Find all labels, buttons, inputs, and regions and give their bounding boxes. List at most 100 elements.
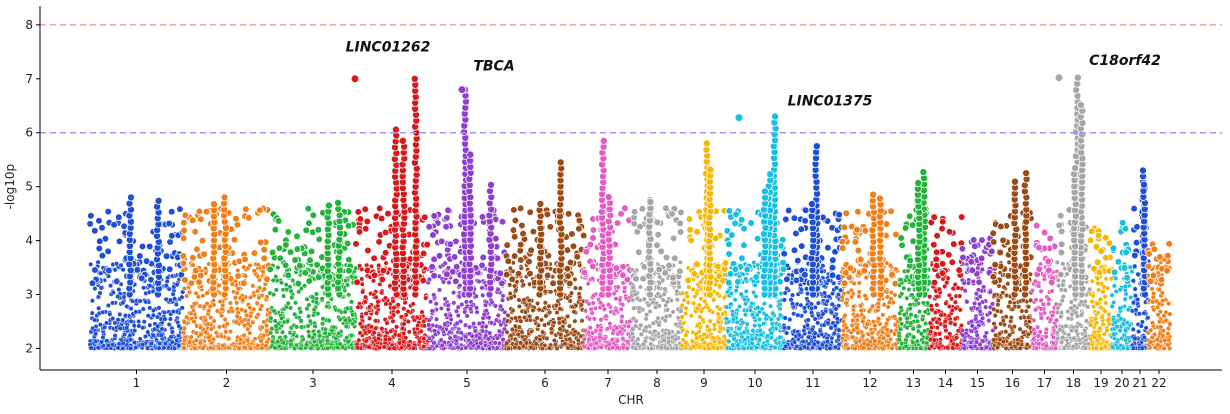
snp-point (92, 317, 98, 323)
snp-point (112, 320, 118, 326)
snp-point (88, 261, 94, 267)
snp-point (525, 257, 533, 266)
snp-point (367, 315, 373, 321)
snp-point (586, 240, 595, 249)
snp-point (777, 306, 783, 312)
snp-point (190, 307, 196, 313)
snp-point (131, 340, 138, 346)
snp-point (124, 303, 130, 309)
snp-point (758, 332, 764, 338)
snp-point (345, 339, 351, 345)
snp-point (173, 301, 179, 308)
snp-point (312, 323, 318, 329)
snp-point (140, 306, 146, 312)
snp-point (193, 245, 201, 254)
snp-point (278, 280, 284, 286)
snp-point (348, 299, 355, 305)
snp-point (577, 262, 583, 268)
snp-point (516, 204, 525, 213)
snp-point (383, 260, 389, 266)
snp-point (257, 285, 263, 291)
snp-point (373, 325, 379, 331)
snp-point (245, 326, 251, 332)
snp-point (494, 345, 500, 351)
snp-point (740, 271, 746, 277)
snp-point (453, 308, 460, 314)
snp-point (362, 294, 369, 300)
snp-point (646, 197, 655, 206)
snp-point (97, 322, 103, 328)
snp-point (680, 327, 686, 333)
snp-point (656, 303, 662, 309)
snp-point (500, 337, 506, 343)
snp-point (463, 299, 469, 305)
snp-point (112, 267, 118, 273)
snp-point (496, 269, 505, 278)
snp-point (701, 340, 707, 346)
snp-point (305, 277, 314, 285)
snp-point (573, 252, 581, 261)
snp-point (741, 329, 747, 335)
snp-point (614, 338, 620, 344)
snp-point (148, 340, 154, 347)
snp-point (187, 289, 193, 295)
snp-point (575, 216, 584, 225)
snp-point (589, 310, 595, 316)
snp-point (370, 271, 379, 280)
snp-point (455, 344, 461, 350)
snp-point (181, 319, 187, 325)
snp-point (255, 343, 261, 349)
snp-point (143, 299, 149, 305)
snp-point (687, 236, 695, 245)
snp-point (737, 216, 746, 224)
snp-point (180, 219, 188, 227)
snp-point (565, 279, 574, 288)
snp-point (396, 340, 403, 346)
snp-point (479, 285, 485, 291)
snp-point (558, 332, 564, 338)
snp-point (383, 301, 389, 307)
snp-point (136, 318, 142, 325)
snp-point (542, 300, 548, 306)
snp-point (114, 261, 120, 267)
snp-point (613, 307, 619, 314)
snp-point (234, 313, 240, 319)
snp-point (503, 241, 512, 249)
snp-point (259, 303, 265, 309)
chromosome-[object Object]-points (352, 74, 432, 351)
snp-point (691, 344, 697, 350)
snp-point (804, 286, 810, 292)
snp-point (105, 302, 111, 309)
snp-point (466, 150, 475, 159)
snp-point (575, 225, 583, 233)
snp-point (189, 253, 197, 262)
snp-point (740, 319, 746, 326)
snp-point (284, 319, 291, 325)
snp-point (290, 331, 296, 338)
snp-point (179, 294, 185, 300)
snp-point (589, 234, 597, 242)
snp-point (742, 337, 748, 343)
snp-point (293, 245, 302, 253)
snp-point (343, 239, 352, 248)
snp-point (292, 311, 298, 317)
snp-point (429, 308, 435, 314)
snp-point (280, 340, 286, 346)
snp-point (450, 253, 459, 261)
snp-point (760, 321, 767, 327)
snp-point (543, 210, 552, 219)
snp-point (250, 283, 256, 289)
snp-point (498, 218, 507, 226)
snp-point (314, 273, 323, 282)
snp-point (630, 297, 636, 303)
snp-point (170, 309, 176, 315)
snp-point (247, 305, 253, 311)
snp-point (743, 288, 749, 294)
snp-point (163, 296, 169, 302)
snp-point (379, 326, 385, 332)
snp-point (284, 271, 293, 280)
snp-point (618, 306, 624, 312)
snp-point (777, 312, 783, 318)
snp-point (620, 302, 626, 308)
snp-point (388, 328, 394, 334)
